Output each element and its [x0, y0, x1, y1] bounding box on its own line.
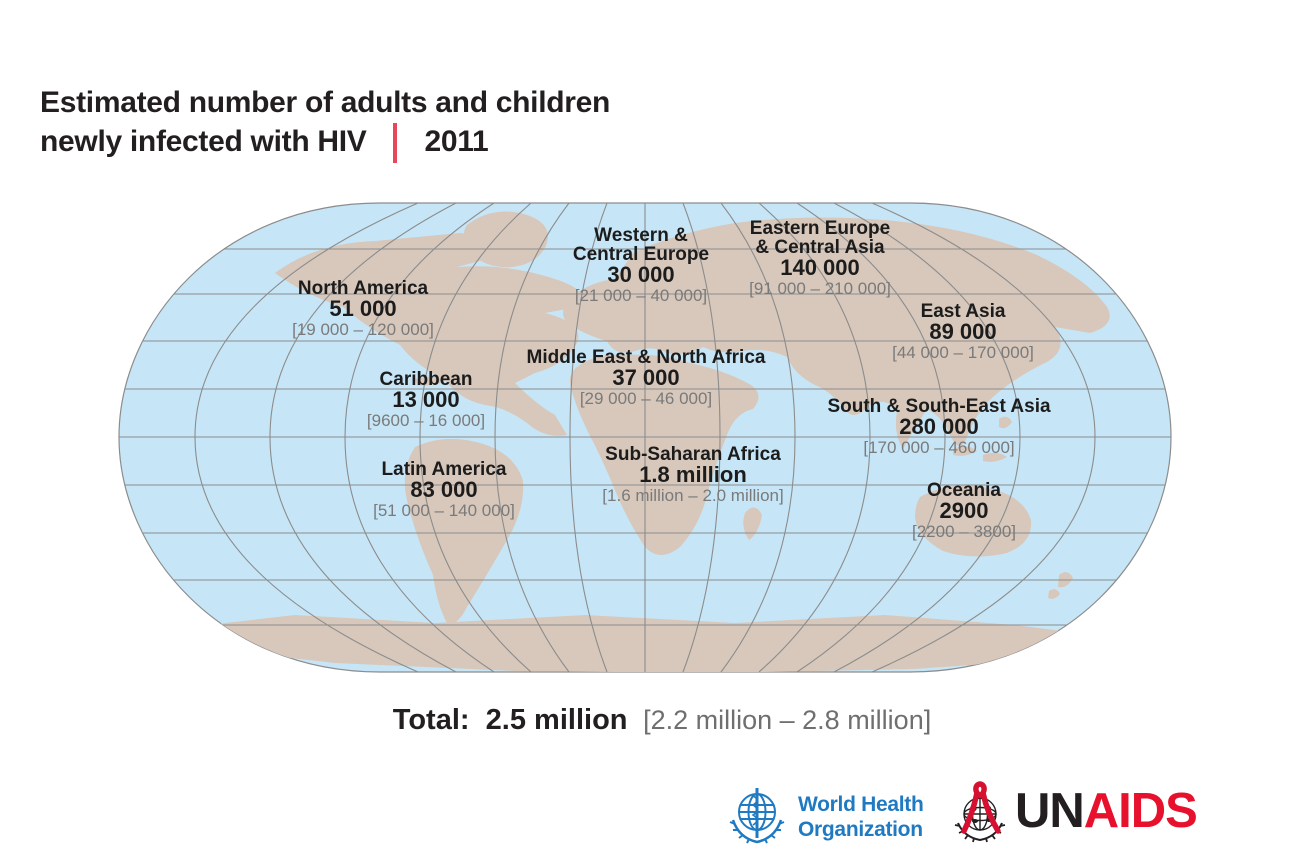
world-map-canvas — [118, 202, 1172, 673]
region-range: [29 000 – 46 000] — [579, 389, 713, 408]
region-label-middle-east-north-africa: Middle East & North Africa 37 000 [29 00… — [527, 348, 766, 409]
region-range: [170 000 – 460 000] — [863, 438, 1015, 457]
page-title: Estimated number of adults and children … — [40, 84, 611, 163]
region-label-latin-america: Latin America 83 000 [51 000 – 140 000] — [373, 460, 515, 521]
who-emblem-icon — [729, 788, 785, 844]
region-name: Latin America — [381, 459, 507, 480]
title-line2: newly infected with HIV 2011 — [40, 121, 610, 163]
region-value: 83 000 — [410, 477, 478, 502]
region-value: 89 000 — [929, 319, 997, 344]
title-separator-bar — [393, 123, 398, 163]
region-label-oceania: Oceania 2900 [2200 – 3800] — [912, 481, 1016, 542]
who-name-line2: Organization — [798, 818, 923, 841]
graticule — [119, 203, 1171, 672]
title-year: 2011 — [424, 124, 489, 158]
region-value: 280 000 — [899, 414, 979, 439]
region-value: 1.8 million — [639, 462, 747, 487]
unaids-aids-text: AIDS — [1083, 783, 1198, 838]
region-label-south-south-east-asia: South & South-East Asia 280 000 [170 000… — [827, 397, 1050, 458]
region-name: Sub-Saharan Africa — [605, 444, 781, 465]
region-value: 140 000 — [780, 255, 860, 280]
total-range: [2.2 million – 2.8 million] — [643, 705, 932, 735]
region-name: North America — [297, 278, 429, 299]
title-line1: Estimated number of adults and children — [40, 86, 611, 119]
unaids-wordmark: UNAIDS — [1015, 783, 1198, 838]
region-label-eastern-europe-central-asia: Eastern Europe & Central Asia 140 000 [9… — [749, 219, 891, 299]
world-map: North America 51 000 [19 000 – 120 000] … — [115, 195, 1175, 680]
region-range: [91 000 – 210 000] — [749, 279, 891, 298]
region-value: 30 000 — [607, 262, 675, 287]
title-line2-text: newly infected with HIV — [40, 124, 367, 158]
region-range: [9600 – 16 000] — [366, 411, 486, 430]
region-range: [1.6 million – 2.0 million] — [602, 486, 784, 505]
total-label: Total: — [392, 704, 470, 736]
unaids-emblem-icon — [954, 781, 1006, 843]
region-label-east-asia: East Asia 89 000 [44 000 – 170 000] — [892, 302, 1034, 363]
region-value: 51 000 — [329, 296, 397, 321]
region-name: Oceania — [927, 480, 1001, 501]
who-logo: World Health Organization — [725, 786, 924, 848]
region-label-north-america: North America 51 000 [19 000 – 120 000] — [292, 279, 434, 340]
unaids-logo: UNAIDS — [951, 779, 1198, 843]
region-label-western-central-europe: Western & Central Europe 30 000 [21 000 … — [573, 226, 709, 306]
region-label-caribbean: Caribbean 13 000 [9600 – 16 000] — [367, 370, 485, 431]
region-name: Middle East & North Africa — [526, 347, 766, 368]
continents — [155, 211, 1125, 672]
region-value: 13 000 — [392, 387, 460, 412]
region-label-sub-saharan-africa: Sub-Saharan Africa 1.8 million [1.6 mill… — [602, 445, 783, 506]
region-range: [44 000 – 170 000] — [892, 343, 1034, 362]
region-range: [21 000 – 40 000] — [574, 286, 708, 305]
region-name: Caribbean — [379, 369, 473, 390]
region-name: South & South-East Asia — [827, 396, 1051, 417]
who-name-line1: World Health — [798, 793, 924, 816]
region-range: [2200 – 3800] — [912, 522, 1016, 541]
total-value: 2.5 million — [485, 704, 628, 736]
region-name: East Asia — [920, 301, 1006, 322]
region-name: Eastern Europe — [749, 218, 891, 239]
total-line: Total: 2.5 million [2.2 million – 2.8 mi… — [393, 704, 931, 737]
region-range: [51 000 – 140 000] — [373, 501, 515, 520]
region-name-line2: & Central Asia — [755, 237, 885, 258]
region-value: 37 000 — [612, 365, 680, 390]
unaids-un-text: UN — [1015, 783, 1085, 838]
region-range: [19 000 – 120 000] — [292, 320, 434, 339]
region-name: Western & — [594, 225, 688, 246]
region-name-line2: Central Europe — [572, 244, 710, 265]
region-value: 2900 — [939, 498, 989, 523]
